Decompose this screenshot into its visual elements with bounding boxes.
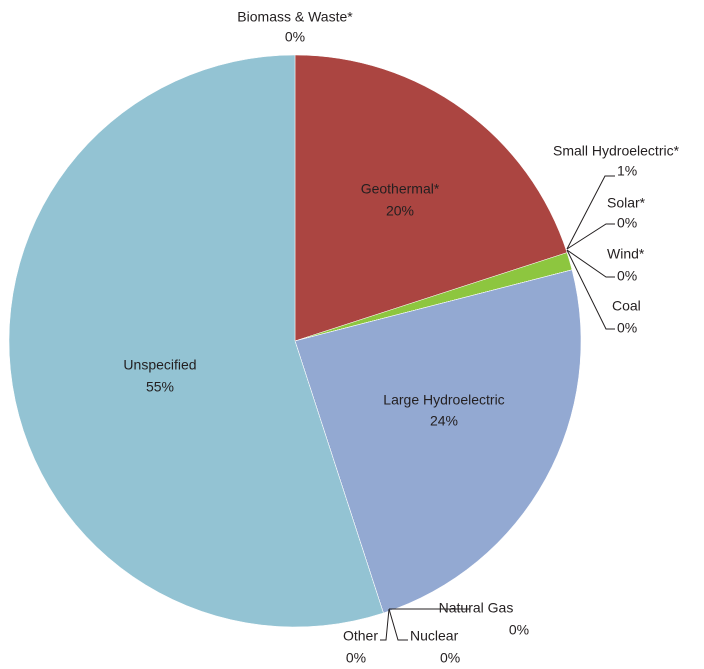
- slice-value-label: 1%: [617, 163, 637, 179]
- slice-value-label: 55%: [146, 379, 174, 395]
- slice-value-label: 0%: [346, 650, 366, 666]
- slice-label: Geothermal*: [361, 181, 440, 197]
- pie-slice: [294, 54, 568, 342]
- slice-label: Large Hydroelectric: [383, 392, 504, 408]
- slice-label: Small Hydroelectric*: [553, 143, 680, 159]
- slice-label: Nuclear: [410, 628, 459, 644]
- slice-value-label: 0%: [617, 215, 637, 231]
- slice-label: Coal: [612, 298, 641, 314]
- slice-label: Natural Gas: [439, 600, 514, 616]
- leader-line: [566, 223, 615, 250]
- slice-label: Solar*: [607, 195, 646, 211]
- slice-value-label: 24%: [430, 413, 458, 429]
- slice-value-label: 0%: [617, 268, 637, 284]
- slice-value-label: 0%: [509, 622, 529, 638]
- slice-value-label: 0%: [617, 320, 637, 336]
- slice-value-label: 20%: [386, 203, 414, 219]
- slice-label: Unspecified: [123, 357, 196, 373]
- leader-line: [566, 249, 615, 330]
- slice-label: Biomass & Waste*: [237, 9, 353, 25]
- pie-slice: [8, 54, 384, 628]
- leader-line: [566, 249, 615, 278]
- leader-line: [566, 175, 615, 250]
- leader-line: [380, 608, 390, 641]
- slice-label: Other: [343, 628, 378, 644]
- pie-slice: [294, 269, 582, 614]
- slice-label: Wind*: [607, 246, 645, 262]
- slice-value-label: 0%: [285, 29, 305, 45]
- slice-value-label: 0%: [440, 650, 460, 666]
- leader-line: [388, 608, 408, 641]
